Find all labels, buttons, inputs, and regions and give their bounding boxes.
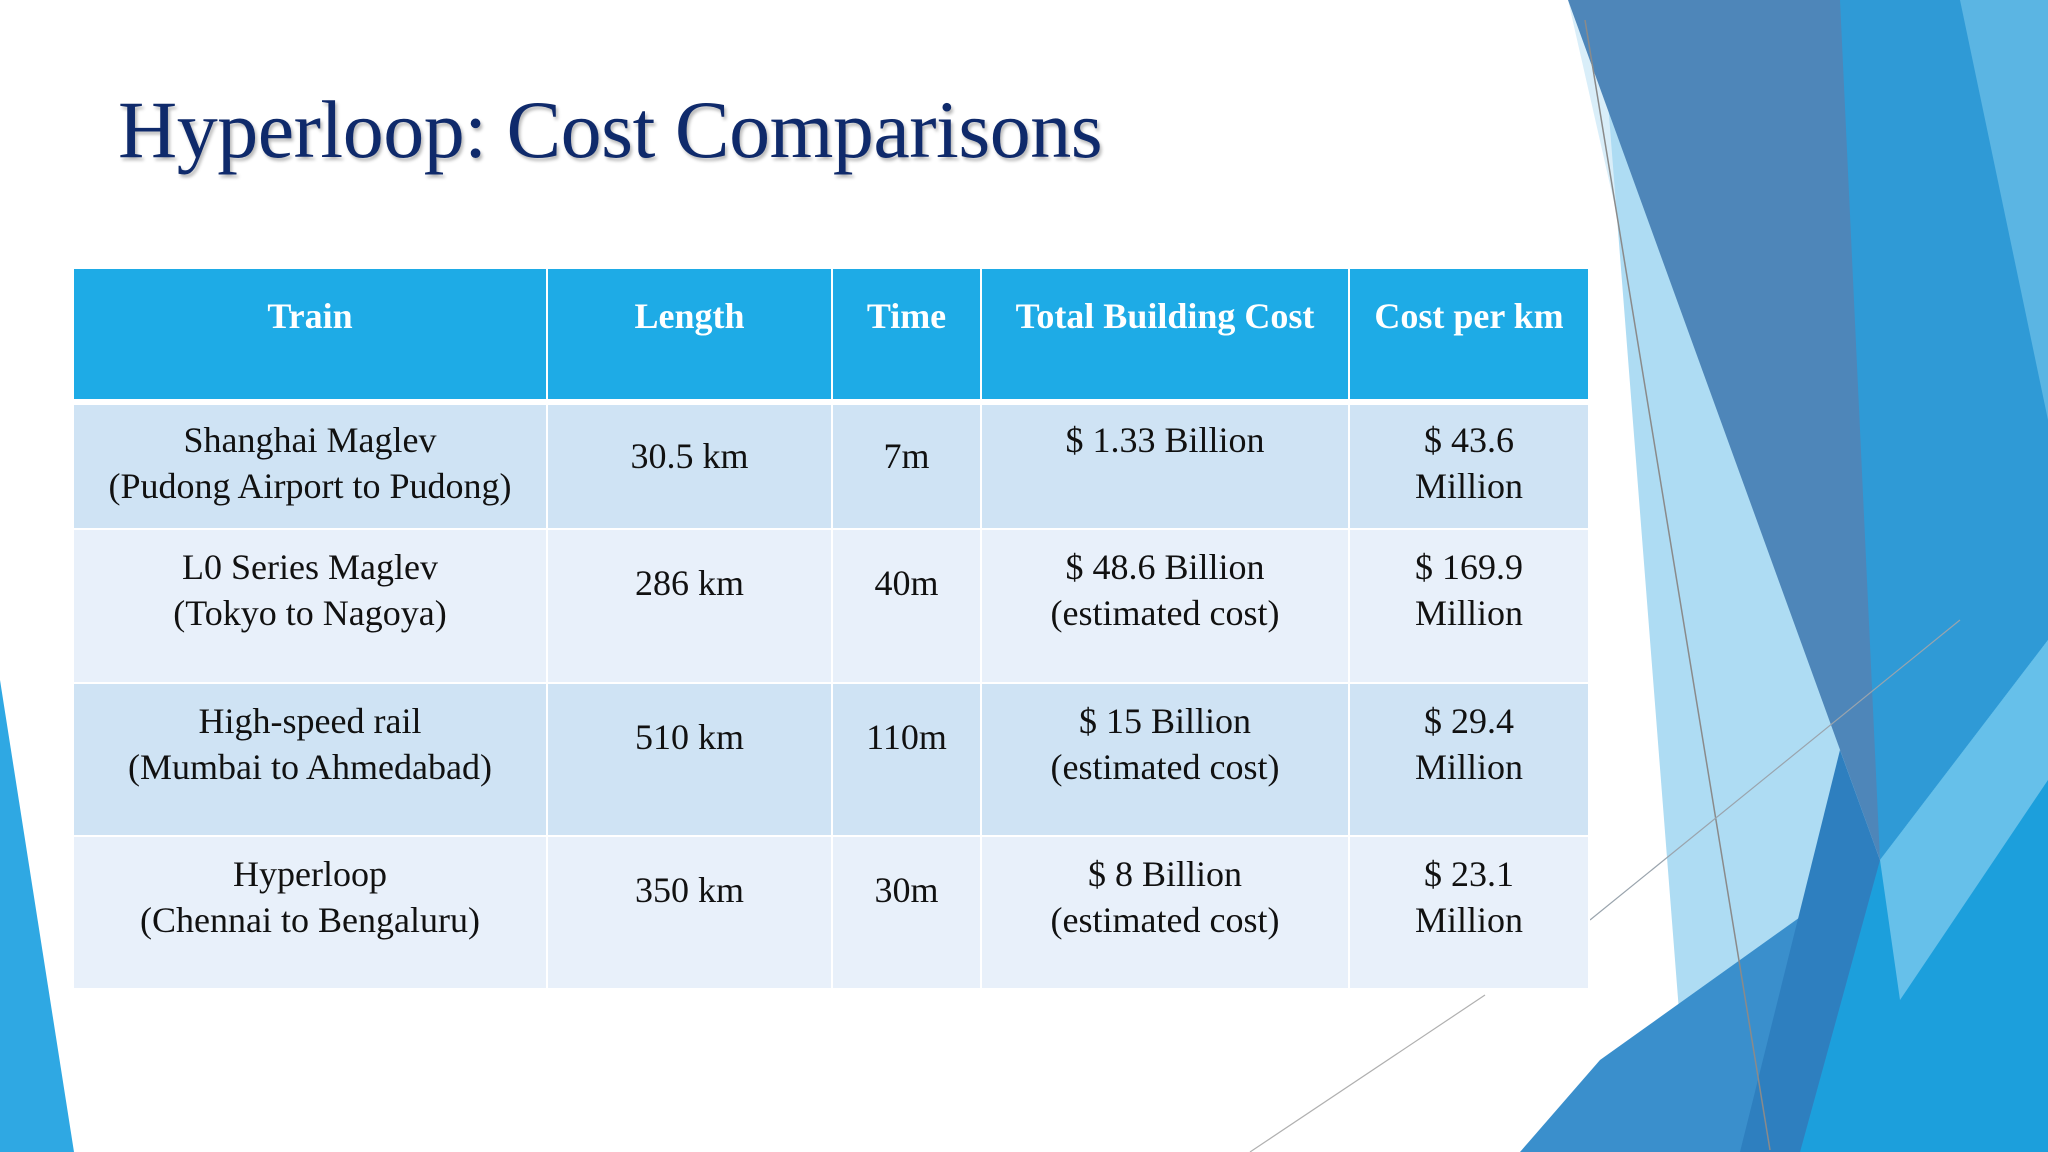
cell-length: 30.5 km	[546, 401, 833, 530]
slide-title: Hyperloop: Cost Comparisons	[118, 84, 1103, 175]
train-route: (Tokyo to Nagoya)	[173, 593, 447, 633]
deco-shape-highlight	[1880, 640, 2048, 1000]
cell-length: 510 km	[546, 682, 833, 837]
cell-train: Shanghai Maglev (Pudong Airport to Pudon…	[72, 401, 548, 530]
table-row: L0 Series Maglev (Tokyo to Nagoya) 286 k…	[72, 528, 1590, 684]
cell-length: 350 km	[546, 835, 833, 990]
train-name: Shanghai Maglev	[183, 420, 437, 460]
cost-per-km-value: $ 23.1	[1424, 854, 1514, 894]
cell-cost-per-km: $ 23.1 Million	[1348, 835, 1590, 990]
table-header-row: Train Length Time Total Building Cost Co…	[72, 269, 1590, 405]
cost-per-km-unit: Million	[1414, 747, 1524, 787]
deco-shape-pale	[1600, 0, 1880, 1152]
cell-train: Hyperloop (Chennai to Bengaluru)	[72, 835, 548, 990]
header-time: Time	[831, 269, 982, 405]
cell-train: High-speed rail (Mumbai to Ahmedabad)	[72, 682, 548, 837]
cost-per-km-value: $ 29.4	[1424, 701, 1514, 741]
header-total-building-cost: Total Building Cost	[980, 269, 1350, 405]
deco-shape-steel	[1568, 0, 1880, 860]
deco-line-2	[1589, 619, 1961, 921]
cost-per-km-unit: Million	[1414, 900, 1524, 940]
deco-shape-mid	[1840, 0, 2048, 860]
table-row: High-speed rail (Mumbai to Ahmedabad) 51…	[72, 682, 1590, 837]
total-cost-value: $ 48.6 Billion	[1065, 547, 1265, 587]
train-name: Hyperloop	[233, 854, 387, 894]
header-train: Train	[72, 269, 548, 405]
cell-cost-per-km: $ 169.9 Million	[1348, 528, 1590, 684]
cell-cost-per-km: $ 29.4 Million	[1348, 682, 1590, 837]
cost-per-km-value: $ 169.9	[1415, 547, 1523, 587]
table-row: Hyperloop (Chennai to Bengaluru) 350 km …	[72, 835, 1590, 990]
total-cost-value: $ 8 Billion	[1087, 854, 1243, 894]
deco-shape-dark	[1740, 750, 1880, 1152]
train-name: High-speed rail	[198, 701, 422, 741]
cell-total-cost: $ 8 Billion (estimated cost)	[980, 835, 1350, 990]
deco-line-3	[1249, 994, 1486, 1152]
train-route: (Pudong Airport to Pudong)	[108, 466, 512, 506]
cell-total-cost: $ 15 Billion (estimated cost)	[980, 682, 1350, 837]
train-name: L0 Series Maglev	[182, 547, 438, 587]
header-cost-per-km: Cost per km	[1348, 269, 1590, 405]
cell-cost-per-km: $ 43.6 Million	[1348, 401, 1590, 530]
cell-time: 110m	[831, 682, 982, 837]
cell-time: 7m	[831, 401, 982, 530]
cell-length: 286 km	[546, 528, 833, 684]
train-route: (Chennai to Bengaluru)	[140, 900, 480, 940]
cell-total-cost: $ 1.33 Billion	[980, 401, 1350, 530]
cell-total-cost: $ 48.6 Billion (estimated cost)	[980, 528, 1350, 684]
total-cost-note: (estimated cost)	[1050, 747, 1280, 787]
cell-train: L0 Series Maglev (Tokyo to Nagoya)	[72, 528, 548, 684]
deco-shape-top-right	[1960, 0, 2048, 420]
cost-comparison-table: Train Length Time Total Building Cost Co…	[72, 269, 1590, 990]
total-cost-value: $ 1.33 Billion	[1065, 420, 1265, 460]
total-cost-value: $ 15 Billion	[1078, 701, 1252, 741]
total-cost-note: (estimated cost)	[1050, 593, 1280, 633]
train-route: (Mumbai to Ahmedabad)	[128, 747, 492, 787]
cell-time: 30m	[831, 835, 982, 990]
cost-per-km-value: $ 43.6	[1424, 420, 1514, 460]
cell-time: 40m	[831, 528, 982, 684]
total-cost-note: (estimated cost)	[1050, 900, 1280, 940]
cost-per-km-unit: Million	[1414, 593, 1524, 633]
header-length: Length	[546, 269, 833, 405]
deco-left-sliver	[0, 680, 74, 1152]
table-row: Shanghai Maglev (Pudong Airport to Pudon…	[72, 401, 1590, 530]
deco-line-1	[1584, 19, 1771, 1151]
cost-per-km-unit: Million	[1414, 466, 1524, 506]
